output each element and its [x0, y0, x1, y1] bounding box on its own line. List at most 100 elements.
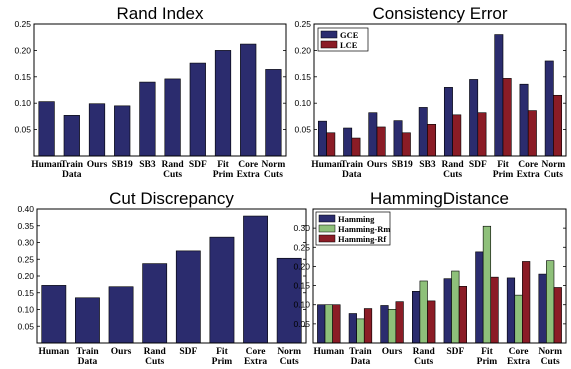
bar [506, 277, 516, 344]
y-tick-label: 0.15 [17, 288, 34, 298]
x-tick-label: Norm [538, 347, 562, 357]
bar [214, 50, 232, 157]
bar [477, 112, 487, 157]
legend-swatch [318, 234, 336, 243]
x-tick-label: SDF [189, 160, 207, 170]
chart-consistency-error: Consistency Error 0.05 0.10 0.15 0.20 0.25 Hu… [294, 4, 567, 180]
bar [75, 297, 100, 344]
plot-frame [33, 23, 287, 157]
x-tick-label: Data [78, 357, 98, 367]
bar [326, 132, 336, 157]
bar [519, 83, 529, 157]
y-tick-label: 0.25 [14, 19, 31, 29]
plot-frame [313, 23, 567, 157]
chart-title: Consistency Error [372, 4, 507, 23]
bar [514, 294, 523, 344]
bar [393, 120, 403, 157]
x-tick-label: SB19 [112, 160, 133, 170]
bar [243, 215, 268, 344]
legend-label: LCE [340, 40, 358, 50]
x-tick-label: Rand [442, 160, 465, 170]
x-tick-label: Norm [277, 347, 301, 357]
legend-label: Hamming-Rm [338, 224, 390, 234]
bar [189, 62, 206, 157]
bar [376, 126, 386, 157]
bar [38, 101, 55, 157]
bar [240, 43, 257, 157]
y-tick-label: 0.05 [294, 125, 311, 135]
x-tick-label: Cuts [541, 357, 560, 367]
bar [380, 305, 389, 344]
bar [427, 300, 436, 344]
bar [546, 260, 555, 344]
bar [418, 107, 428, 157]
bar [108, 286, 134, 344]
x-tick-label: Extra [244, 357, 267, 367]
y-tick-label: 0.20 [14, 45, 31, 55]
x-tick-label: SDF [469, 160, 487, 170]
bar [209, 236, 235, 344]
x-tick-label: Core [238, 160, 258, 170]
bar [175, 250, 201, 344]
bar [494, 34, 504, 157]
x-tick-label: Data [351, 357, 371, 367]
bar [363, 308, 373, 344]
y-tick-label: 0.25 [294, 19, 311, 29]
bar [368, 112, 378, 157]
bar [527, 110, 537, 157]
x-tick-label: Cuts [414, 357, 433, 367]
y-tick-label: 0.15 [294, 72, 311, 82]
x-tick-label: SDF [179, 347, 197, 357]
bar [412, 291, 421, 344]
x-tick-label: Norm [542, 160, 566, 170]
bar [502, 78, 512, 157]
x-tick-label: Extra [507, 357, 530, 367]
x-tick-label: Train [341, 160, 364, 170]
legend-swatch [318, 224, 336, 233]
y-tick-label: 0.20 [294, 45, 311, 55]
bar [458, 286, 467, 344]
bar [63, 115, 80, 157]
x-tick-label: Cuts [544, 170, 563, 180]
y-tick-label: 0.05 [17, 321, 34, 331]
x-tick-label: Cuts [280, 357, 299, 367]
y-tick-label: 0.10 [293, 300, 310, 310]
x-tick-label: Norm [262, 160, 286, 170]
y-tick-label: 0.25 [17, 254, 34, 264]
bar [387, 309, 397, 344]
bar [139, 81, 156, 157]
x-tick-label: Train [61, 160, 84, 170]
legend-swatch [318, 214, 336, 223]
x-tick-label: Core [518, 160, 538, 170]
x-tick-label: SDF [446, 347, 464, 357]
x-tick-label: Cuts [443, 170, 462, 180]
bar [395, 301, 404, 344]
x-tick-label: Cuts [264, 170, 283, 180]
chart-hamming-distance: HammingDistance 0.05 0.10 0.15 0.20 0.25 0.30… [293, 189, 567, 367]
bar [317, 120, 327, 157]
bar [332, 304, 341, 344]
bar [164, 78, 181, 157]
x-tick-label: Human [31, 160, 62, 170]
legend-label: GCE [340, 30, 359, 40]
bar [544, 60, 554, 157]
x-tick-label: Human [311, 160, 342, 170]
y-tick-label: 0.25 [293, 242, 310, 252]
y-tick-label: 0.15 [293, 281, 310, 291]
x-tick-label: SB3 [419, 160, 436, 170]
x-tick-label: Prim [212, 357, 233, 367]
bar [553, 94, 563, 157]
x-tick-label: Data [62, 170, 82, 180]
x-tick-label: Rand [413, 347, 436, 357]
x-tick-label: Data [342, 170, 362, 180]
y-tick-label: 0.05 [293, 319, 310, 329]
x-tick-label: Fit [497, 160, 509, 170]
bar [88, 103, 106, 157]
x-tick-label: Fit [481, 347, 493, 357]
x-tick-label: SB3 [139, 160, 156, 170]
y-tick-label: 0.20 [293, 261, 310, 271]
bar [114, 105, 131, 157]
bar [538, 273, 547, 344]
chart-title: Rand Index [117, 4, 204, 23]
